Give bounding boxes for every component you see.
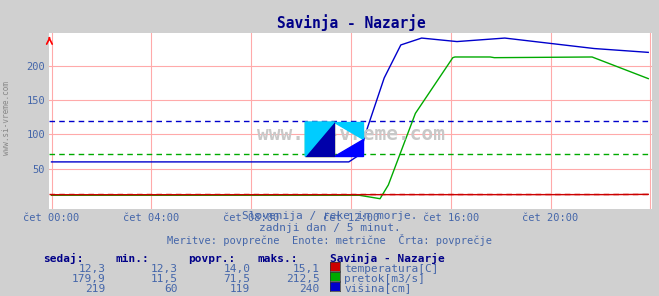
Text: Slovenija / reke in morje.: Slovenija / reke in morje. [242, 211, 417, 221]
Text: povpr.:: povpr.: [188, 254, 235, 264]
Text: www.si-vreme.com: www.si-vreme.com [2, 81, 11, 155]
Text: temperatura[C]: temperatura[C] [344, 264, 438, 274]
Text: Meritve: povprečne  Enote: metrične  Črta: povprečje: Meritve: povprečne Enote: metrične Črta:… [167, 234, 492, 246]
Text: 12,3: 12,3 [78, 264, 105, 274]
Text: maks.:: maks.: [257, 254, 297, 264]
Text: višina[cm]: višina[cm] [344, 284, 411, 295]
Polygon shape [334, 122, 363, 139]
Text: 119: 119 [230, 284, 250, 295]
Text: 240: 240 [299, 284, 320, 295]
Title: Savinja - Nazarje: Savinja - Nazarje [277, 15, 425, 31]
Text: zadnji dan / 5 minut.: zadnji dan / 5 minut. [258, 223, 401, 234]
Text: 12,3: 12,3 [151, 264, 178, 274]
Text: 179,9: 179,9 [72, 274, 105, 284]
Text: 15,1: 15,1 [293, 264, 320, 274]
Text: 212,5: 212,5 [286, 274, 320, 284]
Text: Savinja - Nazarje: Savinja - Nazarje [330, 253, 444, 264]
Text: 60: 60 [165, 284, 178, 295]
Polygon shape [334, 139, 363, 156]
Text: pretok[m3/s]: pretok[m3/s] [344, 274, 425, 284]
Text: min.:: min.: [115, 254, 149, 264]
Text: 11,5: 11,5 [151, 274, 178, 284]
Polygon shape [305, 122, 334, 156]
Bar [305, 122, 334, 156]
Text: 71,5: 71,5 [223, 274, 250, 284]
Polygon shape [305, 122, 334, 156]
Text: 219: 219 [85, 284, 105, 295]
Text: www.si-vreme.com: www.si-vreme.com [257, 125, 445, 144]
Text: 14,0: 14,0 [223, 264, 250, 274]
Text: sedaj:: sedaj: [43, 253, 83, 264]
